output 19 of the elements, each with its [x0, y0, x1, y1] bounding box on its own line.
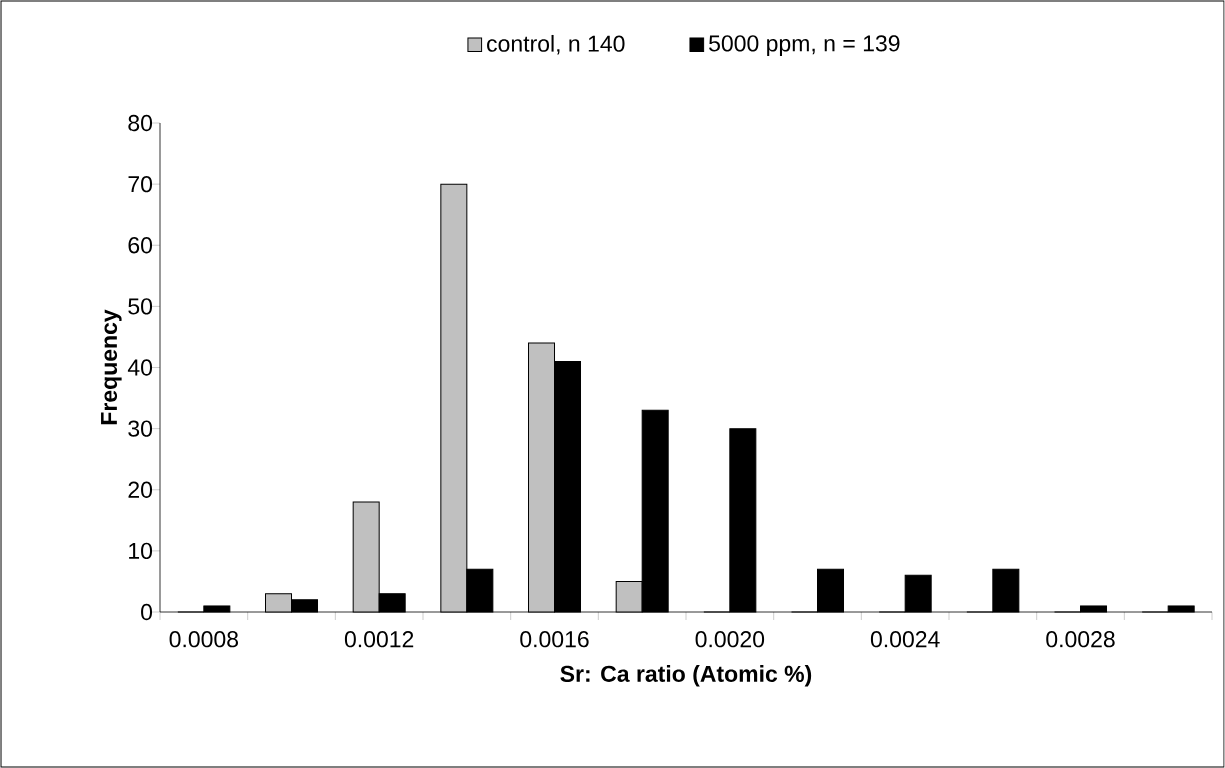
y-tick-label: 80: [128, 114, 153, 132]
x-tick-label: 0.0020: [695, 631, 765, 648]
x-tick-label: 0.0016: [520, 631, 589, 648]
legend-label: 5000 ppm, n = 139: [709, 35, 900, 57]
x-tick-label: 0.0028: [1046, 631, 1115, 648]
x-tick-label: 0.0008: [169, 631, 239, 648]
x-tick-label: 0.0012: [344, 631, 414, 648]
y-tick-label: 30: [128, 420, 153, 437]
x-tick-label: 0.0024: [870, 631, 940, 648]
y-axis-title: Frequency: [101, 309, 122, 425]
y-tick-label: 60: [128, 237, 153, 254]
y-tick-label: 40: [127, 359, 153, 376]
y-tick-label: 50: [128, 298, 153, 315]
y-tick-label: 20: [128, 481, 153, 498]
x-axis-title: Sr: Ca ratio (Atomic %): [560, 665, 812, 687]
y-tick-label: 0: [141, 603, 153, 621]
y-tick-label: 70: [128, 176, 153, 193]
legend-label: control, n 140: [487, 34, 625, 55]
y-tick-label: 10: [129, 542, 153, 560]
